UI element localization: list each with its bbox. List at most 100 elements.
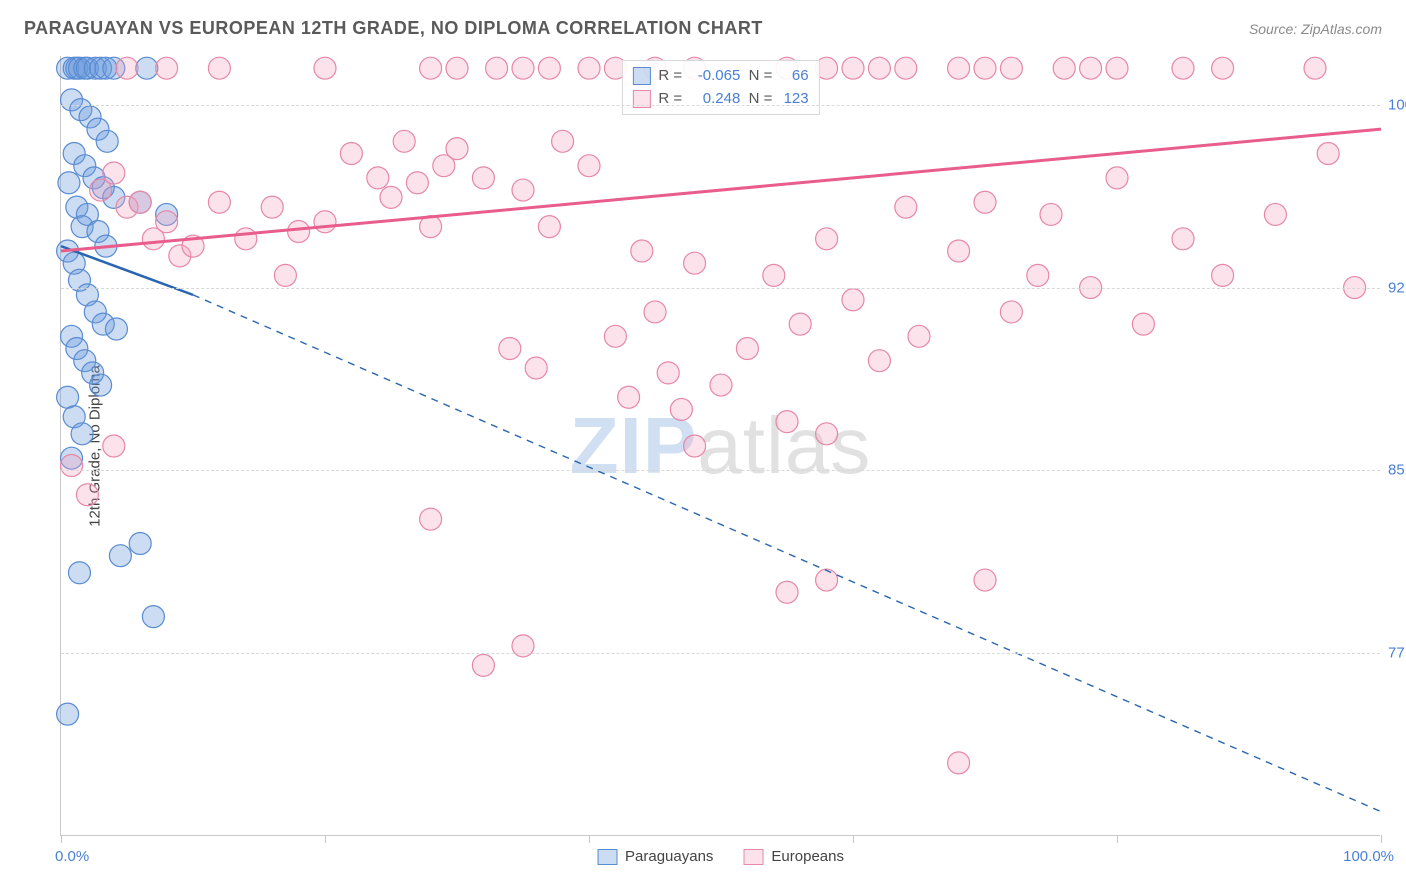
- scatter-point[interactable]: [763, 264, 785, 286]
- scatter-point[interactable]: [274, 264, 296, 286]
- scatter-point[interactable]: [499, 338, 521, 360]
- scatter-point[interactable]: [156, 211, 178, 233]
- scatter-plot-svg: [61, 56, 1380, 835]
- scatter-point[interactable]: [1040, 203, 1062, 225]
- scatter-point[interactable]: [657, 362, 679, 384]
- scatter-point[interactable]: [974, 57, 996, 79]
- scatter-point[interactable]: [538, 57, 560, 79]
- scatter-point[interactable]: [136, 57, 158, 79]
- scatter-point[interactable]: [974, 569, 996, 591]
- scatter-point[interactable]: [486, 57, 508, 79]
- scatter-point[interactable]: [71, 423, 93, 445]
- scatter-point[interactable]: [1212, 57, 1234, 79]
- legend-swatch: [597, 849, 617, 865]
- scatter-point[interactable]: [604, 325, 626, 347]
- scatter-point[interactable]: [142, 606, 164, 628]
- scatter-point[interactable]: [789, 313, 811, 335]
- legend-item[interactable]: Paraguayans: [597, 848, 713, 865]
- scatter-point[interactable]: [472, 167, 494, 189]
- scatter-point[interactable]: [842, 57, 864, 79]
- scatter-point[interactable]: [57, 703, 79, 725]
- scatter-point[interactable]: [684, 435, 706, 457]
- scatter-point[interactable]: [948, 240, 970, 262]
- scatter-point[interactable]: [1304, 57, 1326, 79]
- scatter-point[interactable]: [406, 172, 428, 194]
- scatter-point[interactable]: [1053, 57, 1075, 79]
- scatter-point[interactable]: [105, 318, 127, 340]
- scatter-point[interactable]: [129, 533, 151, 555]
- scatter-point[interactable]: [1212, 264, 1234, 286]
- scatter-point[interactable]: [208, 57, 230, 79]
- scatter-point[interactable]: [670, 398, 692, 420]
- scatter-point[interactable]: [1317, 143, 1339, 165]
- scatter-point[interactable]: [895, 57, 917, 79]
- scatter-point[interactable]: [948, 752, 970, 774]
- scatter-point[interactable]: [1106, 57, 1128, 79]
- scatter-point[interactable]: [776, 581, 798, 603]
- scatter-point[interactable]: [90, 374, 112, 396]
- scatter-point[interactable]: [109, 545, 131, 567]
- scatter-point[interactable]: [1264, 203, 1286, 225]
- scatter-point[interactable]: [208, 191, 230, 213]
- scatter-point[interactable]: [631, 240, 653, 262]
- scatter-point[interactable]: [261, 196, 283, 218]
- scatter-point[interactable]: [288, 221, 310, 243]
- scatter-point[interactable]: [446, 57, 468, 79]
- scatter-point[interactable]: [816, 228, 838, 250]
- scatter-point[interactable]: [512, 179, 534, 201]
- scatter-point[interactable]: [420, 508, 442, 530]
- scatter-point[interactable]: [393, 130, 415, 152]
- scatter-point[interactable]: [868, 57, 890, 79]
- scatter-point[interactable]: [618, 386, 640, 408]
- scatter-point[interactable]: [908, 325, 930, 347]
- scatter-point[interactable]: [129, 191, 151, 213]
- scatter-point[interactable]: [1132, 313, 1154, 335]
- scatter-point[interactable]: [895, 196, 917, 218]
- scatter-point[interactable]: [525, 357, 547, 379]
- scatter-point[interactable]: [538, 216, 560, 238]
- scatter-point[interactable]: [816, 423, 838, 445]
- scatter-point[interactable]: [1080, 57, 1102, 79]
- legend-item[interactable]: Europeans: [743, 848, 844, 865]
- scatter-point[interactable]: [684, 252, 706, 274]
- scatter-point[interactable]: [644, 301, 666, 323]
- scatter-point[interactable]: [1027, 264, 1049, 286]
- y-tick-label: 100.0%: [1388, 96, 1406, 113]
- scatter-point[interactable]: [948, 57, 970, 79]
- scatter-point[interactable]: [512, 57, 534, 79]
- scatter-point[interactable]: [68, 562, 90, 584]
- scatter-point[interactable]: [446, 138, 468, 160]
- scatter-point[interactable]: [1106, 167, 1128, 189]
- scatter-point[interactable]: [1172, 57, 1194, 79]
- scatter-point[interactable]: [103, 162, 125, 184]
- scatter-point[interactable]: [367, 167, 389, 189]
- scatter-point[interactable]: [340, 143, 362, 165]
- scatter-point[interactable]: [380, 186, 402, 208]
- scatter-point[interactable]: [578, 57, 600, 79]
- scatter-point[interactable]: [235, 228, 257, 250]
- scatter-point[interactable]: [314, 57, 336, 79]
- scatter-point[interactable]: [420, 57, 442, 79]
- scatter-point[interactable]: [842, 289, 864, 311]
- scatter-point[interactable]: [116, 57, 138, 79]
- scatter-point[interactable]: [76, 484, 98, 506]
- scatter-point[interactable]: [776, 411, 798, 433]
- scatter-point[interactable]: [61, 455, 83, 477]
- scatter-point[interactable]: [472, 654, 494, 676]
- scatter-point[interactable]: [552, 130, 574, 152]
- scatter-point[interactable]: [974, 191, 996, 213]
- scatter-point[interactable]: [96, 130, 118, 152]
- scatter-point[interactable]: [314, 211, 336, 233]
- scatter-point[interactable]: [58, 172, 80, 194]
- scatter-point[interactable]: [868, 350, 890, 372]
- scatter-point[interactable]: [103, 435, 125, 457]
- scatter-point[interactable]: [1000, 57, 1022, 79]
- scatter-point[interactable]: [710, 374, 732, 396]
- scatter-point[interactable]: [156, 57, 178, 79]
- scatter-point[interactable]: [736, 338, 758, 360]
- scatter-point[interactable]: [578, 155, 600, 177]
- scatter-point[interactable]: [1000, 301, 1022, 323]
- scatter-point[interactable]: [1172, 228, 1194, 250]
- scatter-point[interactable]: [816, 569, 838, 591]
- scatter-point[interactable]: [57, 386, 79, 408]
